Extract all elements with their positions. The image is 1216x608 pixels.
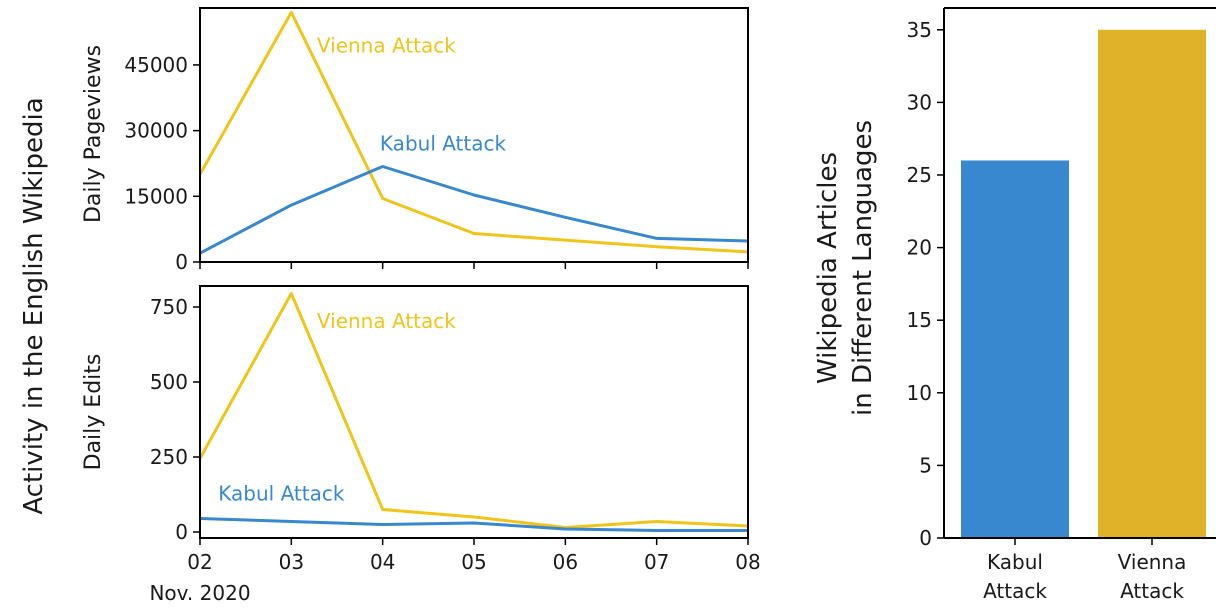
pageviews-ytick-label: 30000 [124,119,188,143]
bar-ylabel-line1: Wikipedia Articles [813,152,843,384]
bar-category-label: Kabul [987,550,1043,574]
edits-xtick-label: 03 [279,550,304,574]
languages-bar-panel: Wikipedia Articles in Different Language… [813,7,1216,603]
edits-ytick-label: 500 [150,370,188,394]
bar-ytick-label: 20 [907,236,932,260]
bar-vienna-attack [1098,29,1206,538]
bar-ytick-label: 30 [907,90,932,114]
left-figure-ylabel: Activity in the English Wikipedia [19,97,49,514]
pageviews-panel: Daily Pageviews 0 15000 30000 45000 Vienna A… [81,7,749,274]
pageviews-vienna-attack-annotation: Vienna Attack [317,34,456,58]
pageviews-vienna-attack-line [198,10,749,254]
bar-category-label: Vienna [1118,550,1187,574]
bar-ytick-label: 5 [919,453,932,477]
pageviews-ytick-label: 15000 [124,184,188,208]
bar-category-label: Attack [1120,579,1184,603]
edits-xtick-label: 04 [370,550,395,574]
edits-xtick-label: 05 [461,550,486,574]
bar-ytick-label: 10 [907,381,932,405]
edits-ylabel: Daily Edits [81,354,106,471]
edits-vienna-attack-annotation: Vienna Attack [317,309,456,333]
edits-xtick-label: 08 [735,550,760,574]
bar-kabul-attack [961,160,1069,538]
edits-kabul-attack-line [199,517,748,532]
edits-xtick-label: 07 [644,550,669,574]
edits-ytick-label: 0 [175,520,188,544]
bar-ytick-label: 15 [907,308,932,332]
edits-ytick-label: 750 [150,295,188,319]
bar-ytick-label: 25 [907,163,932,187]
pageviews-kabul-attack-annotation: Kabul Attack [380,131,507,155]
edits-panel: Daily Edits Nov. 2020 0 250 500 750 02 03 04 05… [81,285,761,605]
pageviews-ylabel: Daily Pageviews [81,45,106,223]
pageviews-ytick-label: 0 [175,250,188,274]
pageviews-kabul-attack-line [199,165,749,255]
bar-category-label: Attack [983,579,1047,603]
bar-ytick-label: 0 [919,526,932,550]
bar-ylabel-line2: in Different Languages [848,120,878,416]
edits-xtick-label: 02 [187,550,212,574]
xaxis-date-label: Nov. 2020 [149,581,250,605]
edits-kabul-attack-annotation: Kabul Attack [218,482,345,506]
edits-ytick-label: 250 [150,445,188,469]
edits-xtick-label: 06 [553,550,578,574]
pageviews-ytick-label: 45000 [124,53,188,77]
bar-ytick-label: 35 [907,18,932,42]
